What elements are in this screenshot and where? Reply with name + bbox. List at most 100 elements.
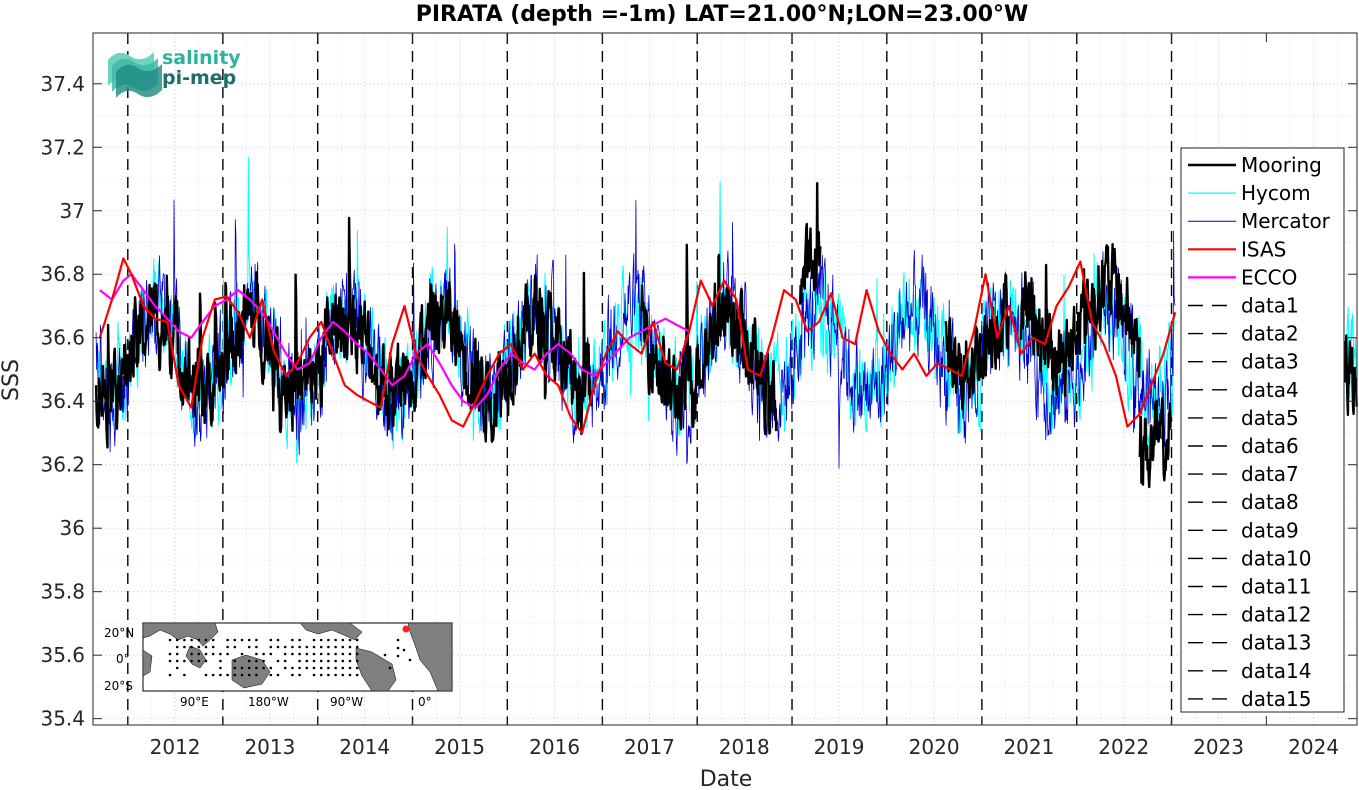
mooring-dot-100 [319,673,323,677]
mooring-dot-58 [262,652,265,656]
mooring-dot-95 [319,638,323,642]
mooring-dot-11 [183,659,186,663]
inset-xlabel-1: 180°W [248,695,289,709]
mooring-dot-47 [247,638,251,642]
legend-label-data2: data2 [1241,322,1299,346]
mooring-dot-107 [334,638,337,642]
mooring-dot-118 [341,673,345,677]
mooring-dot-137 [388,666,392,670]
y-tick-label-10: 37.4 [40,72,85,96]
legend-label-hycom: Hycom [1241,181,1311,205]
mooring-dot-51 [247,673,251,677]
legend-label-data12: data12 [1241,603,1312,627]
mooring-dot-108 [334,645,337,649]
mooring-dot-3 [168,673,172,677]
legend: Mooring Hycom Mercator ISAS ECCO data1 data2 da… [1180,147,1345,713]
mooring-dot-89 [312,638,316,642]
mooring-dot-53 [255,645,258,649]
mooring-dot-38 [233,638,237,642]
mooring-dot-54 [255,652,258,656]
mooring-dot-112 [334,673,337,677]
mooring-dot-35 [226,645,229,649]
mooring-dot-6 [175,652,179,656]
mooring-dot-126 [355,645,359,649]
legend-label-data10: data10 [1241,546,1312,570]
y-tick-label-6: 36.6 [40,326,85,350]
mooring-dot-1 [168,652,172,656]
legend-label-data1: data1 [1241,294,1299,318]
mooring-dot-62 [269,645,273,649]
mooring-dot-42 [233,673,237,677]
mooring-dot-77 [291,666,294,670]
mooring-dot-98 [319,659,323,663]
mooring-dot-82 [298,659,301,663]
mooring-dot-124 [348,673,352,677]
mooring-dot-22 [204,645,208,649]
mooring-dot-74 [291,638,294,642]
mooring-dot-92 [312,659,316,663]
x-tick-label-0: 2012 [150,735,201,759]
mooring-dot-130 [355,673,359,677]
x-tick-label-6: 2018 [719,735,770,759]
mooring-dot-117 [341,666,345,670]
inset-ylabel-1: 0° [116,652,130,666]
mooring-dot-18 [197,645,201,649]
mooring-dot-122 [348,659,352,663]
x-tick-label-5: 2017 [624,735,675,759]
legend-label-data4: data4 [1241,378,1299,402]
mooring-dot-94 [312,673,316,677]
mooring-dot-69 [276,673,280,677]
mooring-dot-116 [341,659,345,663]
x-tick-label-7: 2019 [814,735,865,759]
series-mooring-segment-4 [1019,242,1141,398]
mooring-dot-14 [190,645,193,649]
x-tick-label-11: 2023 [1193,735,1244,759]
mooring-dot-19 [197,652,201,656]
mooring-dot-30 [219,652,222,656]
y-tick-label-3: 36 [60,516,85,540]
plot-frame [92,32,1358,726]
mooring-dot-44 [240,652,244,656]
mooring-dot-13 [190,638,193,642]
mooring-dot-40 [233,659,237,663]
mooring-dot-59 [262,659,265,663]
mooring-dot-2 [168,659,172,663]
y-tick-label-9: 37.2 [40,135,85,159]
mooring-dot-123 [348,666,352,670]
x-tick-label-8: 2020 [909,735,960,759]
mooring-dot-50 [247,666,251,670]
mooring-dots [168,638,412,677]
mooring-dot-39 [233,645,237,649]
inset-xlabel-3: 0° [418,695,432,709]
salinity-pi-mep-logo: salinity pi-mep [108,47,241,98]
inset-xlabel-2: 90°W [330,695,363,709]
series-mooring-segment-5 [1138,397,1173,489]
mooring-dot-83 [298,666,301,670]
logo-line2: pi-mep [162,67,236,89]
x-tick-label-9: 2021 [1003,735,1054,759]
mooring-dot-48 [247,645,251,649]
y-tick-label-2: 35.8 [40,580,85,604]
legend-label-isas: ISAS [1241,237,1286,261]
mooring-dot-114 [341,645,345,649]
legend-label-mercator: Mercator [1241,209,1331,233]
mooring-dot-105 [327,666,330,670]
x-tick-label-1: 2013 [244,735,295,759]
mooring-dot-25 [204,673,208,677]
mooring-dot-85 [305,645,309,649]
mooring-dot-101 [327,638,330,642]
mooring-dot-34 [226,638,229,642]
legend-label-data6: data6 [1241,434,1299,458]
mooring-dot-33 [219,673,222,677]
mooring-dot-8 [175,666,179,670]
mooring-dot-65 [269,673,273,677]
legend-label-mooring: Mooring [1241,153,1322,177]
series-ecco-line [99,273,690,409]
mooring-dot-28 [211,652,215,656]
series-mooring-segment-0 [94,216,592,449]
axes: 35.4 35.6 35.8 36 36.2 36.4 36.6 36.8 37 37.2 37.4… [40,33,1357,759]
mooring-dot-135 [408,658,412,662]
y-axis-label: SSS [0,359,24,401]
mooring-dot-129 [355,666,359,670]
legend-label-data3: data3 [1241,350,1299,374]
